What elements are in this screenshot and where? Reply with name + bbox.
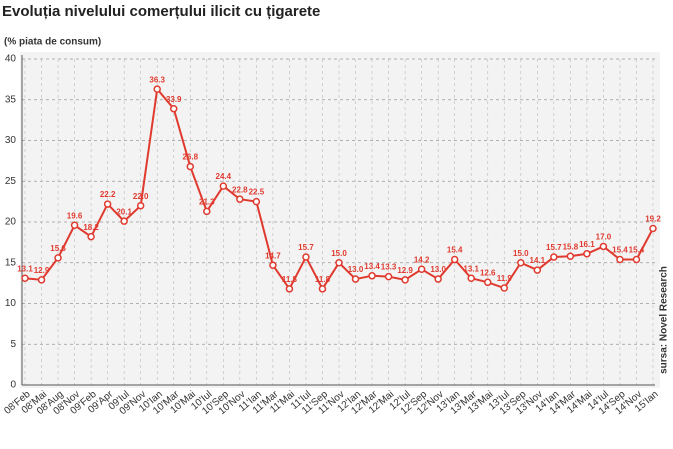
point bbox=[401, 276, 409, 284]
point bbox=[236, 195, 244, 203]
value-label: 13.3 bbox=[381, 263, 397, 272]
point bbox=[517, 259, 525, 267]
value-label: 14.7 bbox=[265, 251, 281, 260]
value-label: 15.7 bbox=[546, 243, 562, 252]
value-label: 24.4 bbox=[216, 172, 232, 181]
point bbox=[21, 274, 29, 282]
y-tick-label: 10 bbox=[5, 298, 17, 309]
value-label: 15.0 bbox=[331, 249, 347, 258]
point bbox=[632, 255, 641, 264]
point bbox=[285, 285, 294, 293]
point bbox=[368, 272, 376, 280]
y-tick-label: 20 bbox=[5, 217, 17, 228]
value-label: 13.4 bbox=[364, 262, 380, 271]
value-label: 12.9 bbox=[397, 266, 413, 275]
value-label: 14.1 bbox=[530, 256, 546, 265]
value-label: 13.1 bbox=[17, 264, 33, 273]
point bbox=[533, 266, 542, 274]
point bbox=[434, 275, 442, 283]
point bbox=[219, 182, 228, 190]
value-label: 14.2 bbox=[414, 255, 430, 264]
point bbox=[186, 162, 195, 171]
value-label: 22.2 bbox=[100, 190, 116, 199]
point bbox=[153, 85, 161, 93]
value-label: 19.2 bbox=[645, 215, 661, 224]
point bbox=[302, 253, 310, 261]
point bbox=[500, 284, 509, 292]
y-tick-label: 40 bbox=[5, 54, 17, 65]
value-label: 15.4 bbox=[629, 246, 645, 255]
y-tick-label: 25 bbox=[5, 176, 17, 187]
y-tick-label: 15 bbox=[5, 257, 17, 268]
value-label: 22.8 bbox=[232, 185, 248, 194]
point bbox=[566, 252, 575, 260]
point bbox=[550, 253, 558, 261]
value-label: 11.9 bbox=[497, 274, 513, 283]
value-label: 15.6 bbox=[50, 244, 66, 253]
value-label: 18.2 bbox=[83, 223, 99, 232]
point bbox=[120, 217, 128, 225]
point bbox=[269, 261, 277, 269]
value-label: 15.4 bbox=[612, 246, 628, 255]
point bbox=[169, 104, 178, 113]
value-label: 20.1 bbox=[116, 207, 132, 216]
value-label: 15.4 bbox=[447, 246, 463, 255]
point bbox=[335, 259, 343, 267]
source: sursa: Novel Research bbox=[659, 266, 670, 374]
value-label: 26.8 bbox=[182, 153, 198, 162]
value-label: 33.9 bbox=[166, 95, 182, 104]
value-label: 12.9 bbox=[34, 266, 50, 275]
value-label: 15.0 bbox=[513, 249, 529, 258]
point bbox=[616, 255, 624, 264]
point bbox=[37, 276, 46, 284]
point bbox=[649, 224, 657, 233]
point bbox=[450, 255, 459, 264]
point bbox=[467, 274, 475, 282]
value-label: 13.1 bbox=[463, 264, 479, 273]
value-label: 11.8 bbox=[315, 275, 331, 284]
value-label: 15.7 bbox=[298, 243, 314, 252]
plot-background bbox=[20, 52, 660, 388]
point bbox=[252, 197, 261, 206]
y-tick-label: 0 bbox=[10, 380, 16, 391]
point bbox=[583, 250, 591, 258]
value-label: 36.3 bbox=[149, 75, 165, 84]
point bbox=[70, 221, 79, 230]
point bbox=[136, 201, 145, 210]
value-label: 19.6 bbox=[67, 211, 83, 220]
point bbox=[417, 265, 426, 274]
value-label: 21.3 bbox=[199, 198, 215, 207]
value-label: 11.8 bbox=[282, 275, 298, 284]
point bbox=[103, 200, 112, 208]
value-label: 13.0 bbox=[430, 265, 446, 274]
point bbox=[203, 207, 211, 216]
y-axis-label: (% piata de consum) bbox=[4, 37, 101, 48]
point bbox=[483, 278, 492, 287]
y-tick-label: 5 bbox=[10, 339, 16, 350]
value-label: 22.5 bbox=[249, 188, 265, 197]
point bbox=[54, 254, 62, 262]
y-tick-label: 35 bbox=[5, 94, 17, 105]
value-label: 15.8 bbox=[563, 242, 579, 251]
value-label: 12.6 bbox=[480, 268, 496, 277]
point bbox=[599, 242, 608, 251]
point bbox=[351, 275, 360, 283]
point bbox=[384, 272, 393, 281]
chart-title: Evoluția nivelului comerțului ilicit cu … bbox=[2, 3, 320, 20]
value-label: 22.0 bbox=[133, 192, 149, 201]
point bbox=[87, 232, 95, 241]
y-tick-label: 30 bbox=[5, 135, 17, 146]
value-label: 13.0 bbox=[348, 265, 364, 274]
point bbox=[318, 285, 327, 293]
value-label: 17.0 bbox=[596, 233, 612, 242]
value-label: 16.1 bbox=[579, 240, 595, 249]
